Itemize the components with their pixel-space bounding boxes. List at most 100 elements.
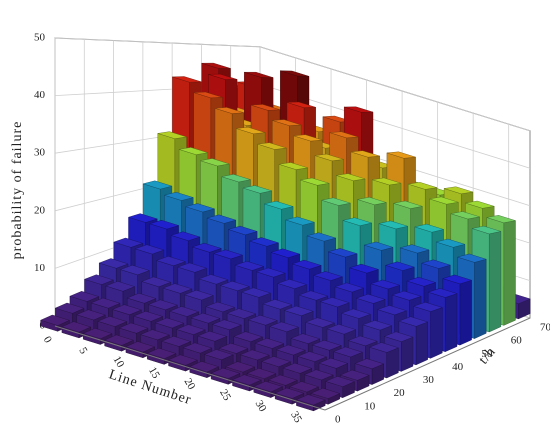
bar-top <box>149 219 180 230</box>
bar-top <box>362 320 393 331</box>
bar-top <box>246 368 277 379</box>
bar-top <box>119 264 150 276</box>
bar-top <box>98 258 129 269</box>
bar-top <box>280 70 310 77</box>
bar-top <box>284 216 316 226</box>
bar-top <box>372 177 402 186</box>
bar-top <box>289 381 320 393</box>
bar-top <box>191 242 222 253</box>
z-tick-label: 20 <box>34 204 46 216</box>
bar-side <box>445 293 458 353</box>
bar-top <box>355 293 386 304</box>
bar-side <box>489 231 502 333</box>
bar-top <box>205 301 236 313</box>
bar-top <box>225 361 256 373</box>
bar-top <box>175 324 206 335</box>
bar-top <box>267 374 298 386</box>
bar-top <box>190 312 221 324</box>
x-tick-label: 0 <box>41 334 54 345</box>
bar-top <box>363 241 394 251</box>
bar-top <box>184 203 216 213</box>
bar-top <box>76 309 106 321</box>
z-tick-label: 40 <box>34 89 46 101</box>
z-tick-label: 50 <box>34 32 46 44</box>
bar-top <box>282 362 313 374</box>
bar-top <box>247 314 278 326</box>
axis-line <box>54 325 326 411</box>
bar-top <box>219 280 250 292</box>
bar-top <box>250 104 280 111</box>
bar-top <box>269 321 300 333</box>
bar-top <box>234 260 265 271</box>
bar-top <box>370 279 401 290</box>
bar-top <box>290 333 321 344</box>
bar-top <box>213 249 244 260</box>
bar-top <box>311 339 342 351</box>
bar-top <box>350 150 380 158</box>
bar-side <box>474 258 487 339</box>
bar-top <box>201 62 231 69</box>
bar-top <box>456 253 487 263</box>
bar-top <box>298 290 329 301</box>
bar-top <box>208 73 238 80</box>
bar-top <box>286 101 316 108</box>
bar-top <box>333 346 363 358</box>
bar-top <box>261 356 292 368</box>
bar-top <box>197 330 228 342</box>
bar-side <box>459 279 472 346</box>
bar-top <box>105 281 136 292</box>
bar-top <box>157 131 187 139</box>
bar-top <box>127 213 158 223</box>
bar-top <box>162 283 193 294</box>
bar-top <box>429 196 459 205</box>
bar-top <box>242 185 273 194</box>
bar-top <box>257 142 287 150</box>
bar-top <box>321 197 351 206</box>
bar-top <box>239 349 270 361</box>
bar-top <box>226 308 257 319</box>
bar-top <box>218 342 249 354</box>
bar-top <box>354 358 385 370</box>
bar-top <box>141 276 172 288</box>
bar-top <box>275 344 306 356</box>
bar-top <box>303 369 334 381</box>
bar <box>295 394 326 412</box>
bar-side <box>386 347 399 379</box>
bar-top <box>297 351 328 362</box>
bar-top <box>336 173 366 181</box>
bar-side <box>430 307 443 359</box>
y-tick-label: 30 <box>423 374 435 386</box>
bar-top <box>241 287 272 298</box>
bar-top <box>444 186 473 195</box>
bar-top <box>211 319 242 331</box>
bar-top <box>233 331 264 343</box>
bar-top <box>319 297 350 308</box>
bar-top <box>340 308 372 319</box>
bar-top <box>342 217 373 226</box>
x-tick-label: 25 <box>217 387 233 403</box>
y-tick-label: 60 <box>511 335 523 347</box>
bar-top <box>182 342 213 354</box>
bar-top <box>177 262 208 273</box>
bar-top <box>369 342 399 353</box>
bar-top <box>384 261 415 271</box>
z-tick-label: 30 <box>34 147 46 159</box>
bar-top <box>236 126 266 135</box>
bar-top <box>318 357 349 369</box>
bar-top <box>450 211 480 220</box>
x-tick-label: 20 <box>182 376 198 392</box>
bar-top <box>420 259 451 269</box>
bar-top <box>376 305 408 316</box>
bar-top <box>278 162 308 170</box>
bar-top <box>69 291 100 302</box>
bar-top <box>486 215 516 224</box>
bar-top <box>277 279 308 289</box>
bar-top <box>83 274 114 285</box>
bar-top <box>414 223 445 233</box>
bar-top <box>161 335 192 347</box>
bar-top <box>125 341 156 353</box>
bar-top <box>249 237 280 247</box>
bar-top <box>357 196 387 206</box>
bar-top <box>283 305 314 317</box>
